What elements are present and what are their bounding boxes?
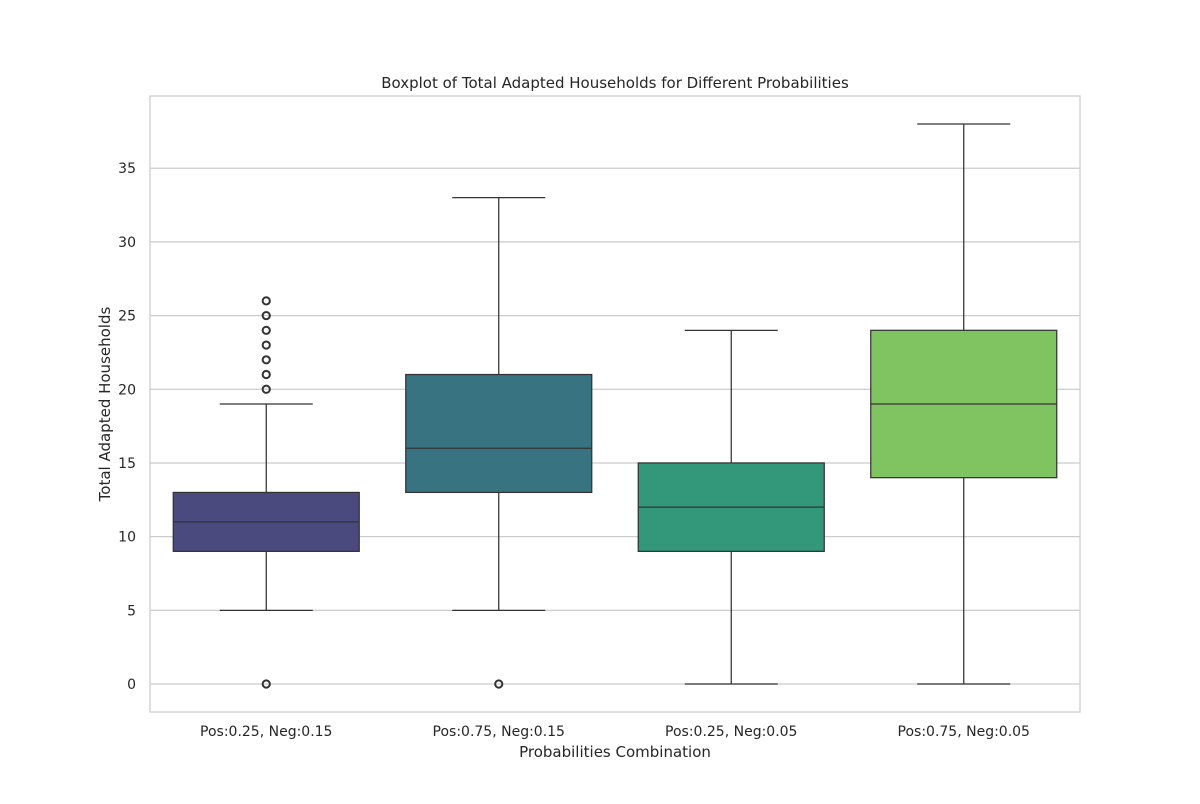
outlier-point xyxy=(261,679,271,689)
outlier-point xyxy=(494,679,504,689)
box-group xyxy=(870,123,1058,685)
box-group xyxy=(172,296,360,689)
plot-frame xyxy=(149,95,1081,713)
outlier-point xyxy=(261,384,271,394)
box-group xyxy=(637,329,825,685)
y-tick-label: 20 xyxy=(118,382,136,398)
chart-title: Boxplot of Total Adapted Households for … xyxy=(381,74,849,92)
x-tick-label: Pos:0.75, Neg:0.15 xyxy=(433,724,565,740)
y-tick-label: 0 xyxy=(127,677,136,693)
box-layer xyxy=(172,123,1058,689)
x-axis-label: Probabilities Combination xyxy=(519,743,711,761)
outlier-point xyxy=(261,296,271,306)
outlier-point xyxy=(261,325,271,335)
y-tick-label: 35 xyxy=(118,161,136,177)
y-tick-label: 25 xyxy=(118,309,136,325)
x-tick-label: Pos:0.75, Neg:0.05 xyxy=(898,724,1030,740)
y-tick-label: 5 xyxy=(127,603,136,619)
y-tick-label: 15 xyxy=(118,456,136,472)
y-axis-label: Total Adapted Households xyxy=(96,307,114,503)
x-tick-label: Pos:0.25, Neg:0.15 xyxy=(200,724,332,740)
outlier-point xyxy=(261,369,271,380)
y-tick-label: 10 xyxy=(118,530,136,546)
outlier-point xyxy=(261,355,271,365)
outlier-point xyxy=(261,340,271,350)
outlier-point xyxy=(261,310,271,321)
box-group xyxy=(405,197,593,689)
iqr-box xyxy=(405,373,593,494)
x-tick-label: Pos:0.25, Neg:0.05 xyxy=(665,724,797,740)
tick-layer: 0 5 10 15 20 25 30 35 Pos:0.25, Neg:0.15 Pos:0.75… xyxy=(118,161,1030,740)
y-tick-label: 30 xyxy=(118,235,136,251)
